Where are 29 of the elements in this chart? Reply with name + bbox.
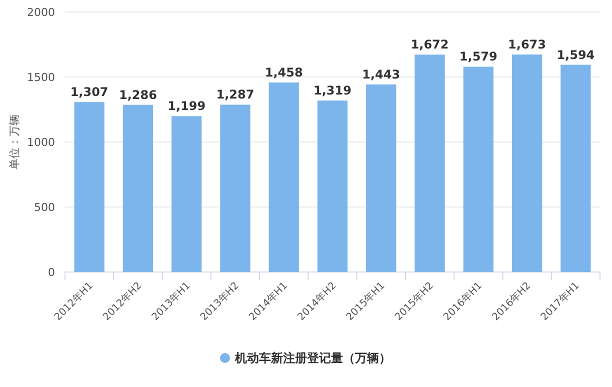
bar: [172, 116, 202, 272]
bar: [366, 84, 396, 272]
data-label: 1,443: [362, 67, 400, 82]
data-label: 1,458: [264, 65, 303, 80]
data-label: 1,673: [508, 38, 546, 52]
bar: [74, 102, 104, 272]
y-tick-label: 1000: [27, 136, 55, 149]
y-tick-label: 2000: [27, 6, 55, 19]
y-axis-title: 单位：万辆: [8, 114, 21, 170]
bar: [463, 66, 494, 272]
data-label: 1,319: [314, 84, 352, 98]
data-label: 1,287: [216, 88, 254, 102]
bar: [512, 54, 542, 272]
data-label: 1,286: [118, 88, 157, 102]
bar: [220, 104, 250, 272]
bar: [560, 64, 591, 272]
data-label: 1,579: [459, 50, 498, 64]
bar: [122, 104, 154, 272]
y-tick-label: 500: [34, 201, 55, 214]
bar: [268, 82, 299, 272]
data-label: 1,199: [168, 99, 206, 114]
y-tick-label: 0: [48, 266, 55, 279]
y-tick-label: 1500: [27, 71, 55, 84]
data-label: 1,307: [70, 85, 108, 100]
bar: [317, 100, 348, 272]
legend-label: 机动车新注册登记量（万辆）: [234, 351, 391, 365]
data-label: 1,672: [410, 38, 449, 52]
data-label: 1,594: [556, 48, 595, 62]
bar: [414, 54, 445, 272]
